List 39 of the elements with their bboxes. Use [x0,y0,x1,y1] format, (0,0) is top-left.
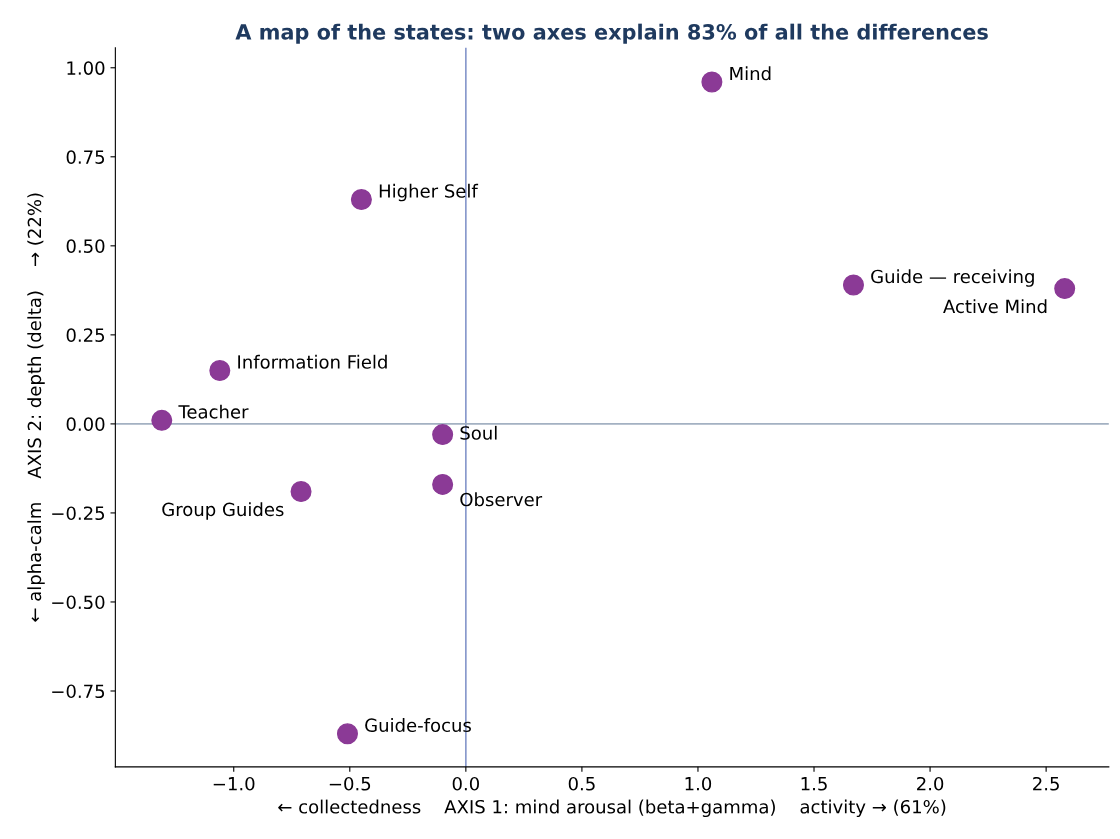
annotation: Mind [730,66,771,81]
annotation: Soul [460,425,497,440]
x-tick-label: 1.0 [685,776,712,791]
annotation: Guide — receiving [871,269,1034,287]
point [350,189,372,211]
y-tick-label: −0.25 [52,506,105,521]
x-tick-label: 1.5 [801,777,827,791]
point [151,409,173,431]
x-tick-label: −0.5 [329,776,371,791]
x-axis-title: ← collectedness AXIS 1: mind arousal (beta+gamma) activity → (61%) [278,799,946,818]
y-tick-label: 0.25 [66,328,105,342]
annotation: Observer [460,492,543,507]
annotation: Group Guides [162,502,284,520]
chart-title: A map of the states: two axes explain 83% of all the differences [235,23,988,44]
x-tick-label: −1.0 [213,776,255,791]
annotation: Teacher [178,404,249,419]
y-tick-label: 0.00 [66,417,105,432]
point [432,424,454,446]
point [842,274,864,296]
x-tick-label: 0.0 [452,776,480,791]
x-tick-label: 2.5 [1033,776,1059,791]
annotation: Guide-focus [365,718,471,733]
y-tick-label: −0.50 [52,595,105,610]
annotation: Active Mind [943,299,1047,314]
point [290,481,312,503]
y-tick-label: 0.75 [66,150,105,164]
x-tick-label: 2.0 [917,776,944,791]
point [209,359,231,381]
point [1054,278,1076,300]
annotation: Higher Self [379,183,479,202]
y-axis-title: ← alpha-calm AXIS 2: depth (delta) → (22%) [27,193,45,622]
y-tick-label: 1.00 [67,61,105,75]
annotation: Information Field [238,354,387,369]
y-tick-label: 0.50 [66,239,105,253]
point [701,71,723,93]
y-tick-label: −0.75 [52,684,105,699]
x-tick-label: 0.5 [568,776,595,791]
point [432,473,454,495]
point [336,723,358,745]
